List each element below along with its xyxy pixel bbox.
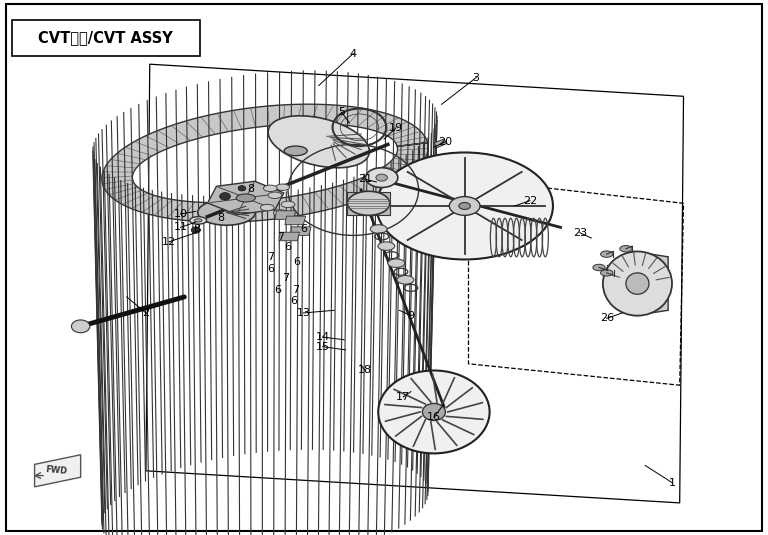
Polygon shape <box>434 139 447 148</box>
Ellipse shape <box>260 204 274 211</box>
Text: 20: 20 <box>439 137 452 147</box>
Ellipse shape <box>347 192 389 216</box>
Ellipse shape <box>194 219 202 222</box>
Polygon shape <box>207 181 284 215</box>
Text: 22: 22 <box>523 196 537 205</box>
Text: 6: 6 <box>274 285 282 295</box>
Text: 13: 13 <box>296 308 310 318</box>
Ellipse shape <box>449 197 480 216</box>
Ellipse shape <box>376 152 553 259</box>
Text: 11: 11 <box>174 223 187 232</box>
Ellipse shape <box>366 168 398 188</box>
Text: 23: 23 <box>573 228 587 238</box>
Text: 6: 6 <box>290 296 297 305</box>
Text: 7: 7 <box>276 232 284 242</box>
Ellipse shape <box>237 194 255 202</box>
Ellipse shape <box>376 174 387 181</box>
Circle shape <box>71 320 90 333</box>
Text: 18: 18 <box>358 365 372 375</box>
Polygon shape <box>275 211 296 219</box>
Ellipse shape <box>273 210 287 216</box>
Text: 17: 17 <box>396 392 410 402</box>
Ellipse shape <box>197 200 255 225</box>
Text: 4: 4 <box>349 49 357 58</box>
Ellipse shape <box>601 251 613 257</box>
Text: 3: 3 <box>472 73 480 82</box>
Text: 15: 15 <box>316 342 329 351</box>
Ellipse shape <box>388 259 405 268</box>
Ellipse shape <box>276 184 290 190</box>
Circle shape <box>191 227 200 233</box>
Ellipse shape <box>601 270 613 276</box>
Text: 6: 6 <box>266 264 274 274</box>
Polygon shape <box>102 104 428 222</box>
Ellipse shape <box>378 370 490 454</box>
Text: 8: 8 <box>193 224 200 234</box>
Polygon shape <box>290 227 311 235</box>
Circle shape <box>220 193 230 200</box>
Text: 8: 8 <box>217 213 225 223</box>
Polygon shape <box>347 192 390 215</box>
Ellipse shape <box>263 185 277 192</box>
Ellipse shape <box>378 242 395 250</box>
Text: 16: 16 <box>427 412 441 422</box>
Text: 12: 12 <box>162 237 176 247</box>
Ellipse shape <box>422 403 445 421</box>
Ellipse shape <box>593 264 605 271</box>
Text: 7: 7 <box>266 252 274 262</box>
Ellipse shape <box>284 146 307 156</box>
Polygon shape <box>35 455 81 487</box>
Text: 10: 10 <box>174 209 187 219</box>
Text: 7: 7 <box>282 273 290 283</box>
Text: FWD: FWD <box>45 465 68 476</box>
Bar <box>12 20 200 56</box>
Text: 9: 9 <box>407 311 415 320</box>
Text: 7: 7 <box>292 285 300 295</box>
Text: 2: 2 <box>142 308 150 318</box>
Ellipse shape <box>603 251 672 316</box>
Ellipse shape <box>268 192 282 198</box>
Text: CVT总成/CVT ASSY: CVT总成/CVT ASSY <box>38 30 173 45</box>
Polygon shape <box>634 251 668 316</box>
Ellipse shape <box>370 225 387 233</box>
Text: 14: 14 <box>316 332 329 342</box>
Ellipse shape <box>281 201 295 208</box>
Text: 6: 6 <box>293 257 301 267</box>
Ellipse shape <box>626 273 649 294</box>
Text: 6: 6 <box>300 224 307 234</box>
Text: 1: 1 <box>668 478 676 487</box>
Polygon shape <box>279 232 300 241</box>
Circle shape <box>238 186 246 191</box>
Polygon shape <box>285 216 306 225</box>
Text: 6: 6 <box>284 242 292 252</box>
Ellipse shape <box>620 246 632 252</box>
Ellipse shape <box>268 116 369 168</box>
Text: 26: 26 <box>600 314 614 323</box>
Text: 8: 8 <box>247 185 254 194</box>
Text: 5: 5 <box>338 108 346 117</box>
Text: 21: 21 <box>358 174 372 184</box>
Ellipse shape <box>397 276 414 284</box>
Text: 19: 19 <box>389 124 402 133</box>
Ellipse shape <box>190 217 207 224</box>
Ellipse shape <box>458 203 470 210</box>
